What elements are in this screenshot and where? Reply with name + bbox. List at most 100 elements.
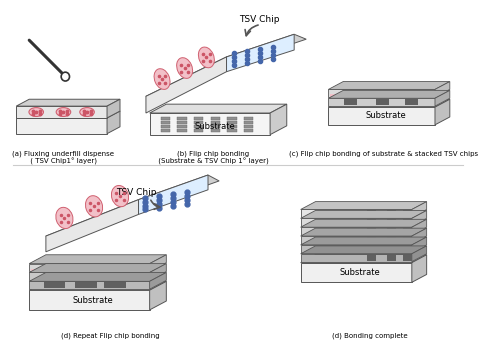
Bar bbox=[211, 125, 220, 128]
Polygon shape bbox=[300, 237, 427, 245]
Polygon shape bbox=[435, 99, 450, 125]
Text: (d) Repeat Flip chip bonding: (d) Repeat Flip chip bonding bbox=[61, 332, 160, 339]
Bar bbox=[75, 282, 97, 288]
Polygon shape bbox=[149, 281, 166, 310]
Polygon shape bbox=[270, 104, 287, 135]
Bar bbox=[244, 125, 253, 128]
Polygon shape bbox=[412, 255, 427, 282]
Ellipse shape bbox=[86, 196, 102, 217]
Bar bbox=[367, 211, 376, 216]
Bar bbox=[211, 129, 220, 132]
Ellipse shape bbox=[56, 108, 71, 116]
Bar bbox=[228, 125, 237, 128]
Polygon shape bbox=[300, 236, 412, 244]
Polygon shape bbox=[412, 237, 427, 253]
Bar bbox=[367, 237, 376, 243]
Bar bbox=[345, 99, 357, 105]
Polygon shape bbox=[46, 200, 149, 242]
Polygon shape bbox=[329, 98, 435, 106]
Polygon shape bbox=[329, 99, 450, 107]
Bar bbox=[177, 129, 187, 132]
Bar bbox=[367, 219, 376, 225]
Ellipse shape bbox=[111, 185, 129, 207]
Bar bbox=[211, 117, 220, 120]
Polygon shape bbox=[300, 219, 427, 227]
Text: Substrate: Substrate bbox=[194, 122, 235, 131]
Ellipse shape bbox=[61, 72, 69, 81]
Polygon shape bbox=[412, 202, 427, 217]
Bar bbox=[161, 117, 170, 120]
Polygon shape bbox=[107, 99, 120, 118]
Polygon shape bbox=[29, 281, 149, 289]
Polygon shape bbox=[300, 211, 427, 218]
Bar bbox=[194, 117, 203, 120]
Ellipse shape bbox=[80, 108, 95, 116]
Bar bbox=[104, 273, 126, 279]
Ellipse shape bbox=[177, 58, 193, 78]
Ellipse shape bbox=[56, 207, 73, 229]
Bar bbox=[330, 94, 433, 97]
Polygon shape bbox=[329, 90, 435, 97]
Polygon shape bbox=[149, 273, 166, 289]
Polygon shape bbox=[300, 254, 412, 262]
Bar bbox=[228, 121, 237, 124]
Text: (d) Bonding complete: (d) Bonding complete bbox=[332, 332, 408, 339]
Bar bbox=[44, 282, 65, 288]
Polygon shape bbox=[139, 175, 219, 206]
Bar bbox=[104, 282, 126, 288]
Bar bbox=[403, 246, 412, 252]
Polygon shape bbox=[29, 255, 166, 264]
Polygon shape bbox=[149, 113, 270, 135]
Bar bbox=[388, 219, 396, 225]
Polygon shape bbox=[227, 34, 306, 62]
Polygon shape bbox=[300, 246, 427, 254]
Polygon shape bbox=[29, 273, 149, 280]
Polygon shape bbox=[227, 34, 294, 72]
Bar bbox=[403, 255, 412, 261]
Polygon shape bbox=[300, 202, 427, 210]
Bar bbox=[75, 273, 97, 279]
Bar bbox=[161, 125, 170, 128]
Polygon shape bbox=[29, 281, 166, 290]
Polygon shape bbox=[412, 246, 427, 262]
Polygon shape bbox=[300, 210, 412, 217]
Polygon shape bbox=[435, 81, 450, 97]
Polygon shape bbox=[16, 106, 107, 118]
Text: TSV Chip: TSV Chip bbox=[239, 15, 279, 24]
Polygon shape bbox=[29, 273, 166, 281]
Polygon shape bbox=[300, 218, 412, 226]
Bar bbox=[177, 125, 187, 128]
Text: Substrate: Substrate bbox=[340, 268, 380, 277]
Bar bbox=[244, 121, 253, 124]
Bar bbox=[177, 117, 187, 120]
Polygon shape bbox=[146, 57, 239, 101]
Polygon shape bbox=[329, 90, 450, 98]
Polygon shape bbox=[149, 264, 166, 280]
Bar bbox=[161, 121, 170, 124]
Polygon shape bbox=[329, 107, 435, 125]
Bar bbox=[388, 211, 396, 216]
Polygon shape bbox=[412, 211, 427, 226]
Ellipse shape bbox=[154, 69, 170, 90]
Bar bbox=[403, 219, 412, 225]
Polygon shape bbox=[412, 219, 427, 235]
Polygon shape bbox=[16, 111, 120, 118]
Bar bbox=[388, 246, 396, 252]
Polygon shape bbox=[29, 290, 149, 310]
Polygon shape bbox=[149, 104, 287, 113]
Bar bbox=[388, 228, 396, 234]
Text: (b) Flip chip bonding
 (Substrate & TSV Chip 1° layer): (b) Flip chip bonding (Substrate & TSV C… bbox=[156, 150, 269, 165]
Bar bbox=[194, 125, 203, 128]
Bar bbox=[228, 117, 237, 120]
Polygon shape bbox=[16, 118, 107, 134]
Bar bbox=[403, 211, 412, 216]
Bar bbox=[211, 121, 220, 124]
Polygon shape bbox=[107, 111, 120, 134]
Bar bbox=[31, 269, 148, 272]
Bar bbox=[367, 255, 376, 261]
Bar bbox=[44, 273, 65, 279]
Bar bbox=[376, 99, 389, 105]
Polygon shape bbox=[29, 264, 149, 272]
Polygon shape bbox=[329, 81, 450, 90]
Bar bbox=[388, 237, 396, 243]
